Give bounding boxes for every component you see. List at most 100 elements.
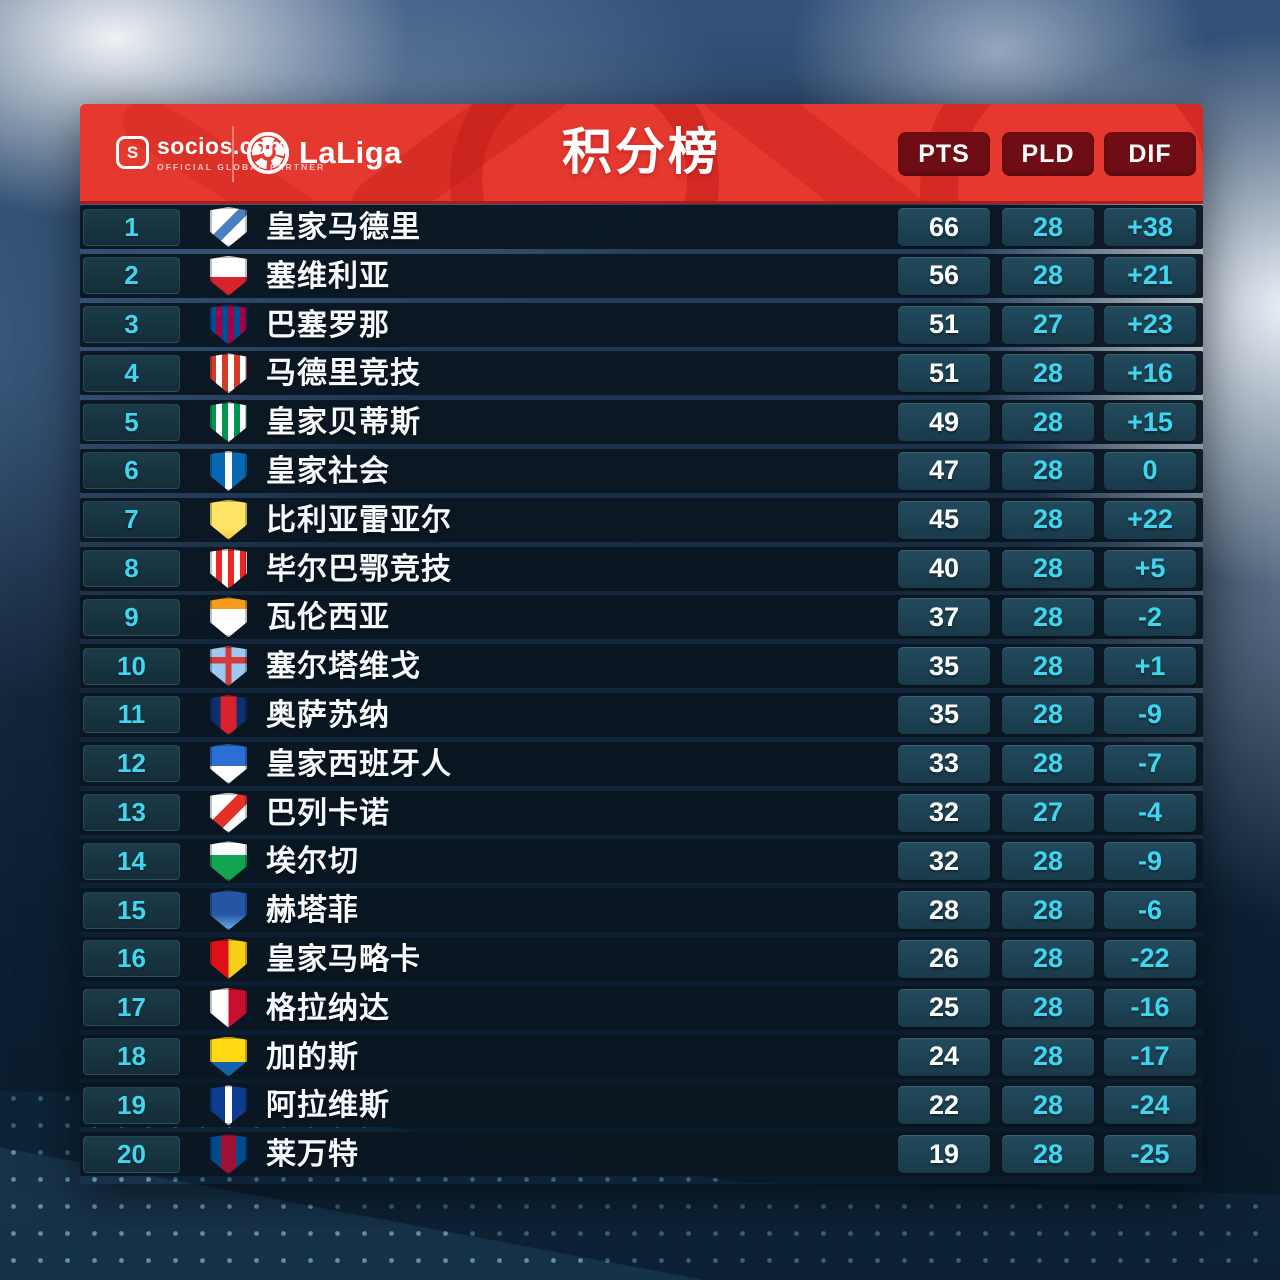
played-value-box: 28 (1002, 451, 1094, 490)
team-crest-icon (210, 743, 247, 784)
goal-diff-value-box: +38 (1104, 208, 1196, 246)
table-row: 10 塞尔塔维戈 35 28 +1 (80, 644, 1203, 689)
goal-diff-value: -9 (1137, 845, 1162, 876)
played-value: 28 (1032, 406, 1064, 437)
points-value: 26 (928, 943, 960, 974)
goal-diff-value: +23 (1127, 309, 1173, 340)
team-crest-icon (210, 1036, 247, 1077)
played-value-box: 28 (1002, 842, 1094, 881)
points-value-box: 66 (898, 208, 990, 246)
played-value-box: 28 (1002, 891, 1094, 930)
points-value-box: 26 (898, 939, 990, 978)
league-wordmark: LaLiga (299, 134, 402, 170)
position-badge: 7 (83, 501, 180, 539)
played-value: 28 (1032, 699, 1064, 730)
played-value: 28 (1032, 1089, 1064, 1120)
played-value-box: 28 (1002, 598, 1094, 637)
position-badge: 4 (83, 354, 180, 392)
team-crest-icon (210, 1085, 247, 1126)
goal-diff-value: -4 (1137, 797, 1162, 828)
table-row: 1 皇家马德里 66 28 +38 (80, 205, 1203, 249)
played-value-box: 27 (1002, 305, 1094, 344)
column-header-pts: PTS (898, 132, 990, 176)
played-value: 28 (1032, 992, 1064, 1023)
played-value: 28 (1032, 357, 1064, 388)
points-value: 32 (928, 845, 960, 876)
team-crest-icon (210, 646, 247, 687)
team-name: 塞维利亚 (266, 259, 390, 293)
team-name: 奥萨苏纳 (266, 698, 390, 732)
table-row: 18 加的斯 24 28 -17 (80, 1034, 1203, 1079)
table-header: S socios.com OFFICIAL GLOBAL PARTNER LaL… (80, 104, 1203, 204)
table-row: 7 比利亚雷亚尔 45 28 +22 (80, 497, 1203, 542)
played-value: 28 (1032, 894, 1064, 925)
position-badge: 19 (83, 1086, 180, 1124)
played-value-box: 28 (1002, 208, 1094, 246)
position-badge: 18 (83, 1038, 180, 1076)
goal-diff-value-box: -16 (1104, 988, 1196, 1027)
position-number: 19 (117, 1089, 146, 1120)
points-value-box: 19 (898, 1135, 990, 1174)
team-crest-icon (210, 255, 247, 296)
points-value: 19 (928, 1138, 960, 1169)
played-value-box: 28 (1002, 354, 1094, 393)
points-value-box: 33 (898, 744, 990, 783)
goal-diff-value-box: -9 (1104, 695, 1196, 734)
team-name: 毕尔巴鄂竞技 (266, 552, 452, 586)
goal-diff-value: +16 (1127, 357, 1173, 388)
position-badge: 5 (83, 403, 180, 441)
points-value: 56 (928, 260, 960, 291)
table-row: 17 格拉纳达 25 28 -16 (80, 985, 1203, 1030)
team-name: 马德里竞技 (266, 357, 421, 391)
points-value: 22 (928, 1089, 960, 1120)
played-value: 28 (1032, 455, 1064, 486)
goal-diff-value: +1 (1134, 650, 1166, 681)
sponsor-tagline: OFFICIAL GLOBAL PARTNER (157, 161, 326, 172)
table-row: 2 塞维利亚 56 28 +21 (80, 253, 1203, 298)
played-value: 28 (1032, 1138, 1064, 1169)
played-value: 28 (1032, 211, 1064, 242)
played-value-box: 28 (1002, 403, 1094, 442)
goal-diff-value-box: +1 (1104, 647, 1196, 686)
points-value: 24 (928, 1041, 960, 1072)
played-value: 28 (1032, 504, 1064, 535)
goal-diff-value-box: -6 (1104, 891, 1196, 930)
team-crest-icon (210, 841, 247, 882)
position-badge: 13 (83, 794, 180, 832)
position-badge: 12 (83, 745, 180, 783)
team-crest-icon (210, 304, 247, 345)
table-row: 19 阿拉维斯 22 28 -24 (80, 1083, 1203, 1128)
position-number: 4 (124, 357, 139, 388)
table-row: 12 皇家西班牙人 33 28 -7 (80, 741, 1203, 786)
team-name: 阿拉维斯 (266, 1089, 390, 1123)
played-value-box: 28 (1002, 939, 1094, 978)
team-name: 巴列卡诺 (266, 796, 390, 830)
played-value: 28 (1032, 1041, 1064, 1072)
points-value: 35 (928, 650, 960, 681)
played-value-box: 28 (1002, 647, 1094, 686)
played-value-box: 28 (1002, 988, 1094, 1027)
position-number: 17 (117, 992, 146, 1023)
team-name: 格拉纳达 (266, 991, 390, 1025)
team-name: 皇家马德里 (266, 211, 421, 244)
played-value-box: 28 (1002, 744, 1094, 783)
team-crest-icon (210, 1134, 247, 1175)
played-value-box: 28 (1002, 256, 1094, 295)
points-value-box: 56 (898, 256, 990, 295)
position-badge: 15 (83, 891, 180, 929)
page-title: 积分榜 (562, 124, 721, 180)
goal-diff-value: -22 (1130, 943, 1170, 974)
points-value: 35 (928, 699, 960, 730)
goal-diff-value-box: -24 (1104, 1086, 1196, 1125)
table-row: 4 马德里竞技 51 28 +16 (80, 351, 1203, 396)
points-value: 45 (928, 504, 960, 535)
team-crest-icon (210, 792, 247, 833)
standings-rows: 1 皇家马德里 66 28 +38 2 塞维利亚 56 28 +21 3 (80, 205, 1203, 1181)
column-header-dif: DIF (1104, 132, 1196, 176)
goal-diff-value-box: -17 (1104, 1037, 1196, 1076)
team-crest-icon (210, 402, 247, 443)
points-value: 32 (928, 797, 960, 828)
team-name: 瓦伦西亚 (266, 601, 390, 635)
team-name: 赫塔菲 (266, 894, 359, 928)
goal-diff-value-box: +22 (1104, 500, 1196, 539)
